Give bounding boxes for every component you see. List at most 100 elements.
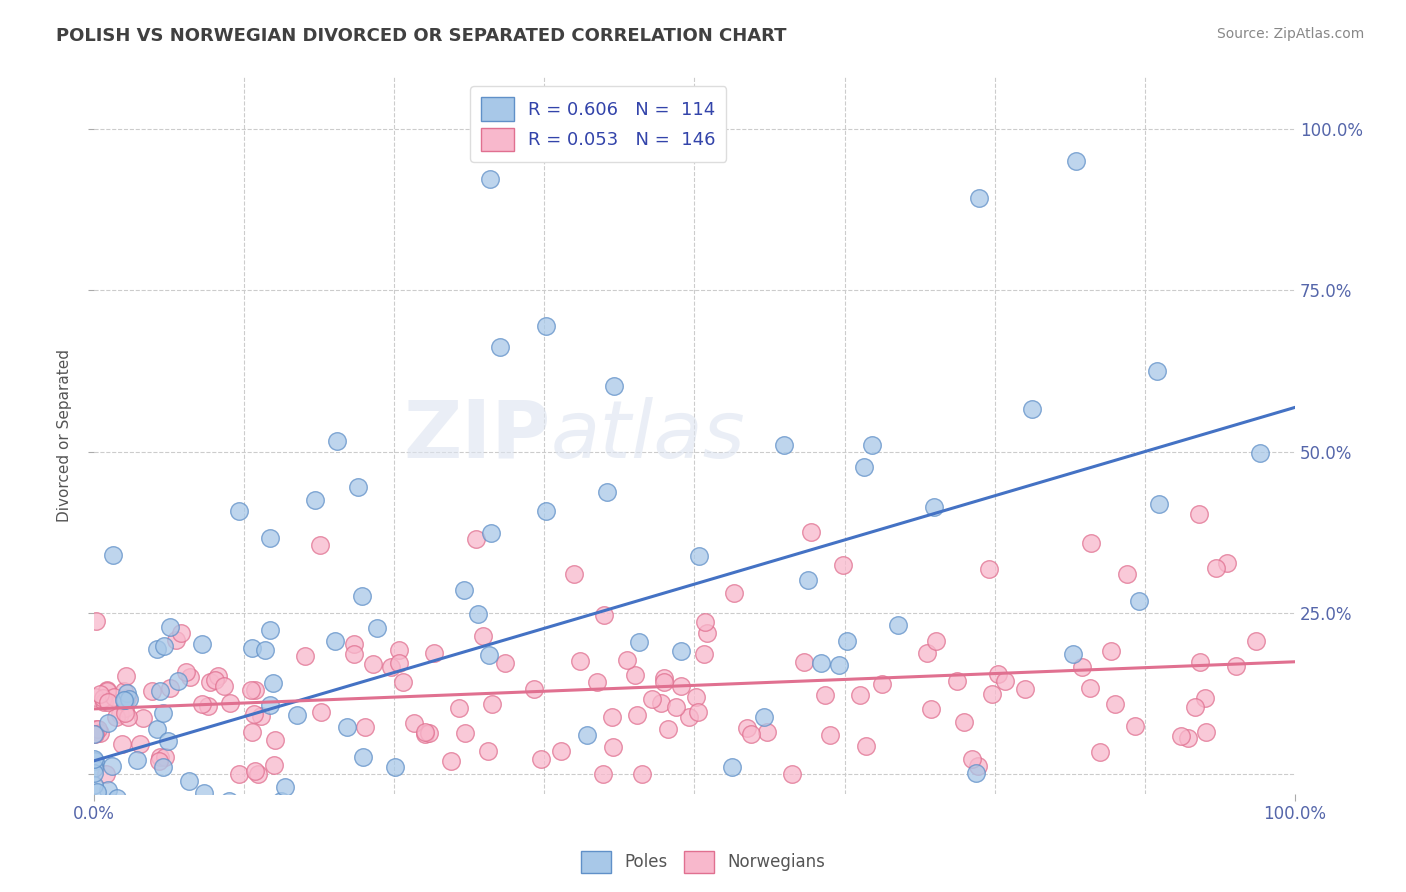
Point — [494, 657, 516, 671]
Point — [114, 701, 136, 715]
Point — [384, 760, 406, 774]
Point — [1099, 644, 1122, 658]
Point — [1123, 718, 1146, 732]
Point — [83, 754, 105, 768]
Point — [454, 726, 477, 740]
Point — [239, 799, 262, 814]
Point — [190, 698, 212, 712]
Point — [534, 504, 557, 518]
Point — [418, 726, 440, 740]
Point — [117, 710, 139, 724]
Point — [212, 679, 235, 693]
Point — [887, 617, 910, 632]
Point — [828, 658, 851, 673]
Y-axis label: Divorced or Separated: Divorced or Separated — [58, 349, 72, 522]
Point — [179, 774, 201, 789]
Point — [254, 642, 277, 657]
Point — [693, 615, 716, 629]
Point — [696, 626, 718, 640]
Point — [1062, 648, 1084, 662]
Point — [97, 716, 120, 731]
Point — [179, 670, 201, 684]
Point — [465, 533, 488, 547]
Point — [1189, 655, 1212, 669]
Point — [603, 379, 626, 393]
Point — [994, 673, 1017, 688]
Point — [304, 493, 326, 508]
Point — [669, 679, 692, 693]
Point — [562, 567, 585, 582]
Legend: R = 0.606   N =  114, R = 0.053   N =  146: R = 0.606 N = 114, R = 0.053 N = 146 — [470, 87, 727, 161]
Point — [917, 646, 939, 660]
Point — [247, 799, 270, 814]
Point — [83, 778, 105, 792]
Point — [641, 692, 664, 706]
Point — [96, 767, 118, 781]
Point — [228, 767, 250, 781]
Point — [115, 690, 138, 705]
Point — [121, 799, 143, 814]
Point — [193, 786, 215, 800]
Point — [814, 689, 837, 703]
Point — [782, 767, 804, 781]
Point — [624, 668, 647, 682]
Point — [453, 583, 475, 598]
Point — [103, 690, 125, 704]
Point — [657, 722, 679, 736]
Point — [721, 760, 744, 774]
Point — [965, 766, 987, 780]
Point — [686, 705, 709, 719]
Point — [149, 750, 172, 764]
Point — [478, 172, 501, 186]
Point — [204, 673, 226, 687]
Point — [740, 727, 762, 741]
Point — [96, 683, 118, 698]
Point — [194, 799, 217, 814]
Point — [262, 675, 284, 690]
Point — [97, 783, 120, 797]
Point — [1071, 659, 1094, 673]
Point — [530, 752, 553, 766]
Point — [152, 799, 174, 814]
Point — [1188, 508, 1211, 522]
Point — [772, 438, 794, 452]
Point — [652, 671, 675, 685]
Point — [86, 615, 108, 629]
Point — [128, 799, 150, 814]
Point — [176, 799, 198, 814]
Point — [946, 673, 969, 688]
Point — [219, 696, 242, 710]
Point — [352, 750, 374, 764]
Point — [479, 525, 502, 540]
Point — [669, 644, 692, 658]
Point — [259, 531, 281, 545]
Point — [108, 799, 131, 814]
Point — [987, 667, 1010, 681]
Point — [1014, 682, 1036, 697]
Point — [218, 794, 240, 808]
Point — [534, 318, 557, 333]
Point — [100, 759, 122, 773]
Point — [1146, 364, 1168, 378]
Point — [145, 722, 167, 736]
Point — [343, 637, 366, 651]
Point — [477, 744, 499, 758]
Point — [83, 761, 105, 775]
Point — [593, 607, 616, 622]
Point — [84, 726, 107, 740]
Point — [157, 733, 180, 747]
Text: POLISH VS NORWEGIAN DIVORCED OR SEPARATED CORRELATION CHART: POLISH VS NORWEGIAN DIVORCED OR SEPARATE… — [56, 27, 787, 45]
Point — [308, 538, 330, 552]
Point — [259, 698, 281, 713]
Point — [240, 683, 263, 698]
Point — [309, 705, 332, 719]
Point — [263, 757, 285, 772]
Point — [159, 681, 181, 696]
Point — [294, 648, 316, 663]
Point — [925, 633, 948, 648]
Point — [174, 799, 197, 814]
Point — [354, 720, 377, 734]
Point — [1216, 557, 1239, 571]
Point — [526, 799, 548, 814]
Point — [1021, 401, 1043, 416]
